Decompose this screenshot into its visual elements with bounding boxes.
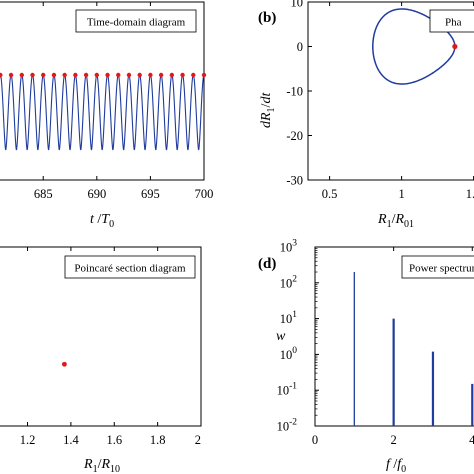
xtick-label: 1.8 [150, 433, 166, 447]
ytick-label: 10-2 [277, 418, 298, 434]
peak-marker [126, 72, 132, 78]
peak-marker [8, 72, 14, 78]
panel-a-time-domain: 685 690 695 700 Time-domain diagram t /T0 [0, 1, 214, 230]
panel-a-legend: Time-domain diagram [87, 17, 186, 29]
panel-c-points [61, 361, 67, 367]
xtick-label: 1.6 [106, 433, 122, 447]
peak-marker [169, 72, 175, 78]
panel-b-xlabel: R1/R01 [377, 212, 414, 230]
panel-c-poincare: 1.2 1.4 1.6 1.8 2 Poincaré section diagram R… [0, 246, 202, 474]
peak-marker [0, 72, 3, 78]
panel-b-legend: Pha [445, 17, 462, 29]
peak-marker [41, 72, 46, 78]
xtick-label: 690 [87, 187, 106, 201]
xtick-label: 2 [391, 433, 397, 447]
panel-b-ylabel: dR1/dt [259, 92, 277, 128]
panel-b-phase: 0.5 1 1.5 10 0 -10 -20 -30 Pha (b) dR1/dt R1/R0… [258, 0, 474, 230]
peak-marker [158, 72, 164, 78]
panel-d-power-spectrum: 0 2 4 103 102 101 100 10-1 10-2 Power spectrum (… [258, 239, 474, 474]
panel-b-legend-box [429, 9, 474, 33]
poincare-point [61, 361, 67, 367]
ytick-label: -20 [286, 129, 303, 143]
peak-marker [180, 72, 185, 78]
xtick-label: 685 [34, 187, 53, 201]
panel-c-xlabel: R1/R10 [83, 457, 120, 474]
peak-marker [137, 72, 142, 78]
peak-marker [30, 72, 35, 78]
ytick-label: 101 [280, 310, 298, 326]
peak-marker [105, 72, 110, 78]
peak-marker [19, 72, 24, 78]
peak-marker [191, 72, 196, 78]
panel-d-legend: Power spectrum [409, 263, 474, 275]
panel-a-xticks: 685 690 695 700 [34, 2, 214, 201]
xtick-label: 700 [195, 187, 214, 201]
panel-d-bars [353, 272, 474, 426]
panel-c-legend-box [64, 255, 196, 279]
panel-b-label: (b) [258, 10, 276, 26]
xtick-label: 1.2 [20, 433, 36, 447]
peak-marker [73, 72, 78, 78]
panel-a-wave [0, 72, 207, 151]
peak-marker [51, 72, 57, 78]
xtick-label: 1.4 [63, 433, 79, 447]
panel-d-legend-box [401, 255, 474, 279]
panel-d-ticks: 0 2 4 103 102 101 100 10-1 10-2 [277, 239, 474, 448]
panel-d-ylabel: w [276, 329, 286, 344]
xtick-label: 4 [469, 433, 474, 447]
panel-d-frame [314, 246, 474, 427]
xtick-label: 1.5 [466, 187, 474, 201]
xtick-label: 0 [312, 433, 318, 447]
ytick-label: 0 [297, 40, 303, 54]
ytick-label: 10-1 [277, 382, 298, 398]
panel-c-legend: Poincaré section diagram [74, 263, 186, 275]
ytick-label: 103 [280, 239, 298, 255]
panel-a-legend-box [75, 9, 197, 33]
xtick-label: 2 [195, 433, 201, 447]
ytick-label: -30 [286, 174, 303, 188]
panel-b-marker [452, 43, 458, 50]
panel-b-ticks: 0.5 1 1.5 10 0 -10 -20 -30 [286, 0, 474, 201]
peak-marker [116, 72, 121, 78]
panel-a-frame [0, 1, 205, 181]
ytick-label: 102 [280, 274, 298, 290]
xtick-label: 1 [398, 187, 404, 201]
panel-c-xticks: 1.2 1.4 1.6 1.8 2 [20, 247, 202, 447]
peak-marker [94, 72, 100, 78]
peak-marker [83, 72, 89, 78]
xtick-label: 695 [141, 187, 160, 201]
wave-line [0, 74, 205, 151]
panel-d-label: (d) [258, 256, 276, 272]
peak-marker [148, 72, 153, 78]
xtick-label: 0.5 [322, 187, 338, 201]
peak-marker [62, 72, 67, 78]
peak-marker [201, 72, 207, 78]
ytick-label: -10 [286, 85, 303, 99]
ytick-label: 100 [280, 346, 298, 362]
ytick-label: 10 [291, 0, 304, 10]
panel-d-xlabel: f /f0 [386, 457, 406, 474]
panel-c-frame [0, 246, 202, 427]
panel-a-xlabel: t /T0 [90, 212, 114, 230]
